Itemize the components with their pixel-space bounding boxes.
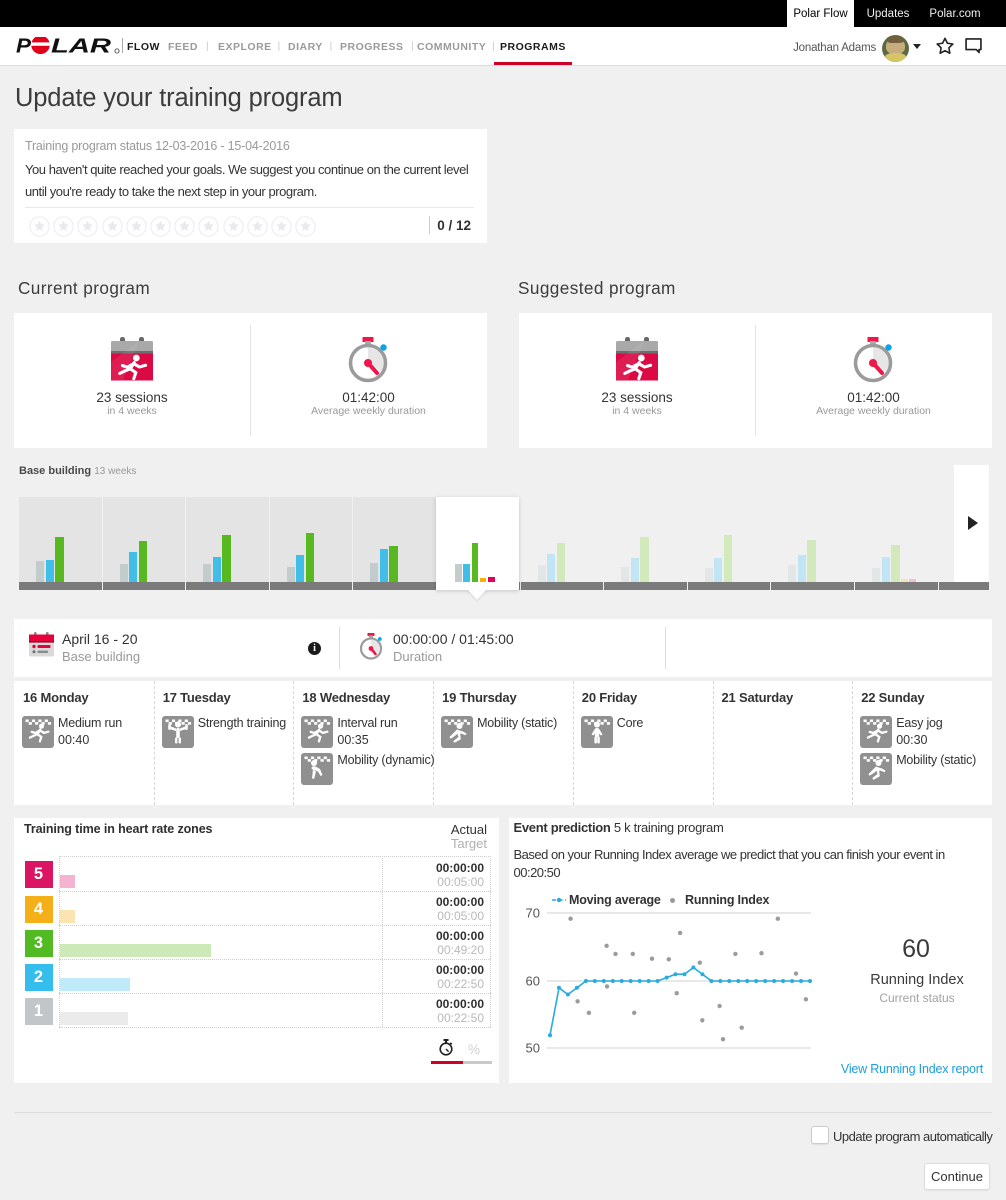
svg-text:70: 70	[526, 906, 540, 921]
svg-text:LAR: LAR	[51, 37, 112, 54]
svg-text:P: P	[16, 37, 32, 54]
svg-text:60: 60	[526, 974, 540, 989]
svg-text:50: 50	[526, 1041, 540, 1056]
